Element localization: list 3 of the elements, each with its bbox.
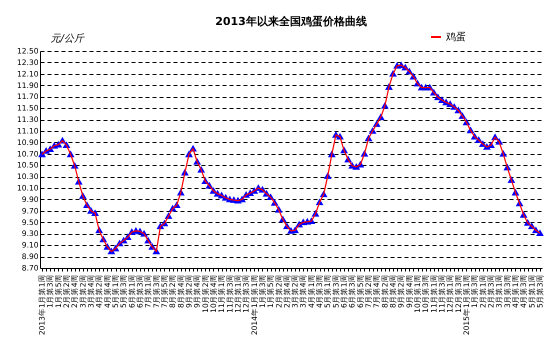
chart-title: 2013年以来全国鸡蛋价格曲线 xyxy=(215,15,367,28)
legend-label: 鸡蛋 xyxy=(445,31,466,43)
y-axis-title: 元/公斤 xyxy=(50,32,85,44)
